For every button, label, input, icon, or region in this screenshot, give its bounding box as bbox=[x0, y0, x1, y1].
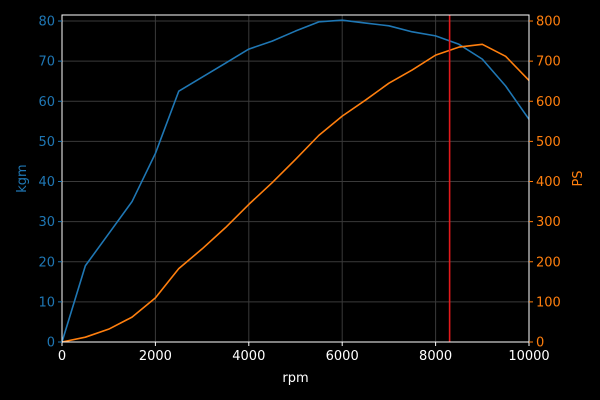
torque-line bbox=[61, 19, 530, 343]
y-right-tick-label: 600 bbox=[536, 95, 561, 110]
y-axis-right-label: PS bbox=[571, 170, 586, 186]
y-right-tick-label: 100 bbox=[536, 295, 561, 310]
y-left-tick-label: 20 bbox=[38, 255, 55, 270]
power-line bbox=[61, 43, 530, 343]
y-right-tick-label: 700 bbox=[536, 55, 561, 70]
x-tick-label: 0 bbox=[58, 349, 66, 364]
y-left-tick-label: 40 bbox=[38, 175, 55, 190]
x-tick-label: 2000 bbox=[139, 349, 172, 364]
y-left-tick-label: 50 bbox=[38, 135, 55, 150]
y-left-tick-label: 80 bbox=[38, 15, 55, 30]
y-left-tick-label: 70 bbox=[38, 55, 55, 70]
grid bbox=[61, 15, 530, 343]
y-right-tick-label: 800 bbox=[536, 15, 561, 30]
x-axis: 0 2000 4000 6000 8000 10000 bbox=[58, 342, 550, 364]
y-left-tick-label: 30 bbox=[38, 215, 55, 230]
y-right-tick-label: 0 bbox=[536, 336, 544, 351]
x-tick-label: 4000 bbox=[232, 349, 265, 364]
series-layer bbox=[61, 19, 530, 343]
x-axis-label: rpm bbox=[282, 371, 308, 386]
y-right-tick-label: 400 bbox=[536, 175, 561, 190]
plot-frame bbox=[61, 14, 530, 343]
x-tick-label: 8000 bbox=[419, 349, 452, 364]
y-right-tick-label: 300 bbox=[536, 215, 561, 230]
y-axis-left-label: kgm bbox=[15, 164, 30, 192]
y-right-tick-label: 500 bbox=[536, 135, 561, 150]
y-right-tick-label: 200 bbox=[536, 255, 561, 270]
y-left-tick-label: 60 bbox=[38, 95, 55, 110]
x-tick-label: 10000 bbox=[508, 349, 549, 364]
y-left-tick-label: 10 bbox=[38, 295, 55, 310]
x-tick-label: 6000 bbox=[326, 349, 359, 364]
y-axis-right: 0 100 200 300 400 500 600 700 800 bbox=[529, 15, 561, 351]
y-axis-left: 0 10 20 30 40 50 60 70 80 bbox=[38, 15, 62, 351]
y-left-tick-label: 0 bbox=[47, 336, 55, 351]
